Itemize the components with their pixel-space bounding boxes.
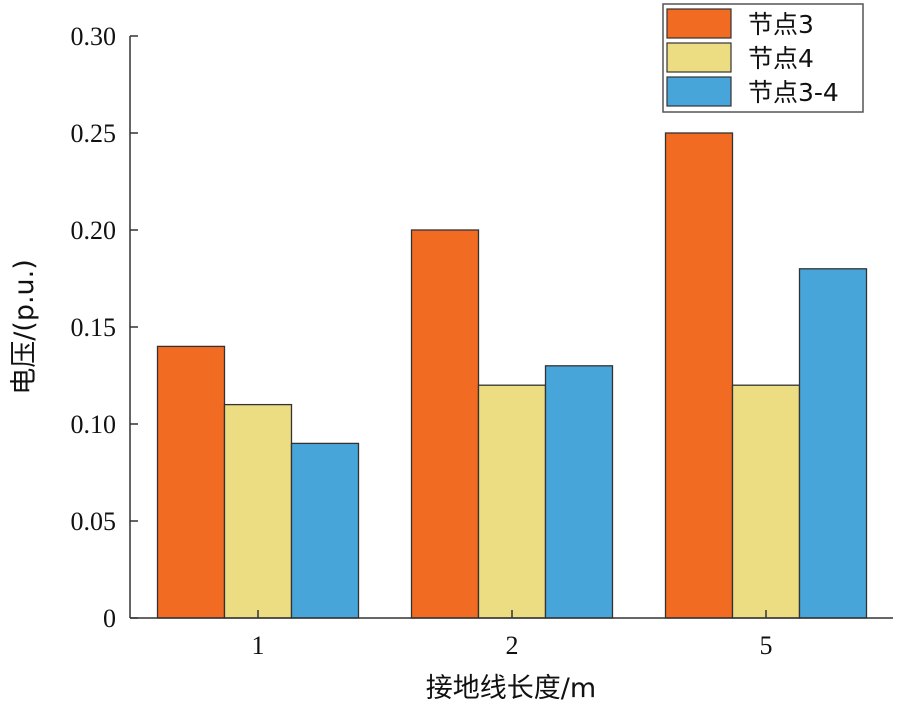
y-axis-title: 电压/(p.u.): [9, 259, 40, 395]
y-tick-label: 0.05: [71, 507, 117, 536]
y-tick-label: 0.30: [71, 22, 117, 51]
x-tick-label: 1: [252, 631, 265, 660]
bar-series-2-cat-2: [798, 268, 868, 619]
y-tick-label: 0.10: [71, 410, 117, 439]
y-ticks: 0 0.05 0.10 0.15 0.20 0.25 0.30: [71, 22, 138, 633]
legend-swatch: [666, 8, 732, 39]
legend-label: 节点3: [748, 10, 814, 39]
x-axis-title: 接地线长度/m: [426, 673, 596, 704]
bar-series-1-cat-0: [223, 403, 293, 619]
y-tick-label: 0.20: [71, 216, 117, 245]
bar-series-2-cat-0: [290, 442, 360, 619]
y-tick-label: 0: [103, 604, 116, 633]
bar-series-2-cat-1: [544, 365, 614, 619]
bar-series-1-cat-2: [731, 384, 801, 619]
bar-series-0-cat-0: [156, 345, 226, 619]
legend-swatch: [666, 42, 732, 73]
x-tick-label: 5: [760, 631, 773, 660]
y-tick-label: 0.15: [71, 313, 117, 342]
bar-series-0-cat-1: [410, 229, 480, 619]
legend-swatch: [666, 76, 732, 107]
bar-series-1-cat-1: [477, 384, 547, 619]
x-ticks: 1 2 5: [252, 610, 773, 660]
bar-series-0-cat-2: [664, 132, 734, 619]
y-tick-label: 0.25: [71, 119, 117, 148]
legend-label: 节点3-4: [748, 78, 839, 107]
x-tick-label: 2: [506, 631, 519, 660]
legend: 节点3 节点4 节点3-4: [662, 3, 864, 113]
bars-group: [156, 132, 868, 619]
legend-label: 节点4: [748, 44, 814, 73]
